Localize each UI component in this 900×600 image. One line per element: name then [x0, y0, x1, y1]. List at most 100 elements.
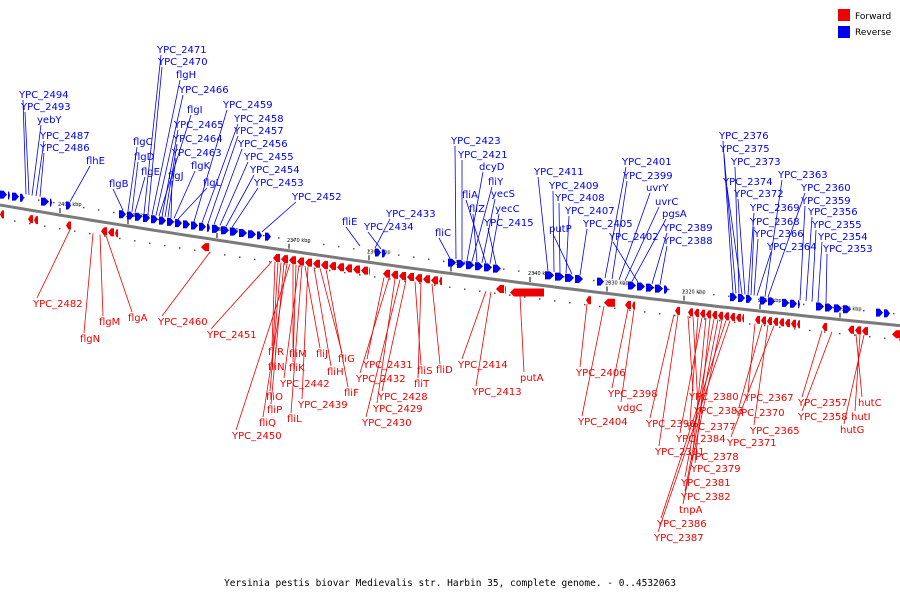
gene-label-flit: fliT: [414, 379, 430, 390]
gene-label-ypc-2401: YPC_2401: [621, 157, 672, 168]
gene-label-ypc-2377: YPC_2377: [685, 422, 736, 433]
gene-arrow: [773, 317, 778, 326]
gene-label-ypc-2464: YPC_2464: [172, 134, 223, 145]
gene-arrow: [289, 256, 296, 265]
scale-tick-label: 2320 kbp: [682, 290, 706, 296]
gene-arrow: [41, 197, 49, 206]
gene-arrow: [337, 263, 344, 272]
gene-label-ypc-2367: YPC_2367: [743, 393, 794, 404]
gene-label-flin: fliN: [268, 362, 285, 373]
connector-line: [235, 263, 291, 431]
gene-label-ypc-2413: YPC_2413: [471, 387, 522, 398]
axis-dot: [419, 282, 421, 284]
connector-line: [658, 314, 679, 447]
axis-dot: [59, 227, 61, 230]
axis-dot: [479, 290, 481, 292]
connector-line: [376, 278, 396, 404]
connector-line: [193, 109, 228, 222]
connector-line: [684, 318, 715, 478]
axis-dot: [629, 309, 631, 311]
gene-label-uvry: uvrY: [646, 183, 669, 194]
connector-line: [612, 241, 639, 283]
connector-line: [69, 165, 91, 202]
gene-arrow: [760, 296, 767, 305]
gene-label-ypc-2390: YPC_2390: [645, 419, 696, 430]
connector-line: [618, 192, 651, 281]
axis-dot: [179, 247, 181, 249]
connector-line: [210, 261, 273, 330]
axis-dot: [674, 314, 676, 317]
gene-arrow: [782, 298, 789, 307]
connector-line: [558, 202, 561, 273]
gene-arrow: [151, 215, 158, 224]
connector-line: [604, 166, 627, 279]
gene-label-ypc-2453: YPC_2453: [253, 178, 304, 189]
gene-arrow: [221, 226, 229, 235]
gene-label-ypc-2391: YPC_2391: [654, 447, 705, 458]
gene-label-ypc-2471: YPC_2471: [156, 45, 207, 56]
gene-arrow: [353, 265, 360, 274]
axis-dot: [764, 324, 766, 327]
connector-line: [465, 199, 487, 264]
connector-line: [854, 334, 861, 412]
connector-line: [692, 316, 699, 406]
gene-arrow: [439, 277, 442, 286]
gene-label-ypc-2407: YPC_2407: [564, 206, 615, 217]
gene-label-yeby: yebY: [37, 115, 62, 126]
axis-dot: [728, 295, 730, 298]
gene-label-ypc-2368: YPC_2368: [749, 217, 800, 228]
gene-arrow: [407, 273, 414, 282]
connector-line: [581, 306, 605, 417]
gene-arrow: [382, 249, 386, 258]
connector-line: [155, 94, 184, 216]
gene-arrow: [632, 301, 635, 310]
gene-label-ypc-2415: YPC_2415: [483, 218, 534, 229]
axis-dot: [533, 272, 535, 274]
gene-label-ypc-2414: YPC_2414: [457, 360, 508, 371]
axis-dot: [698, 292, 700, 294]
gene-label-ypc-2379: YPC_2379: [690, 464, 741, 475]
label-connector-lines: [22, 54, 865, 533]
gene-features: [0, 190, 900, 339]
gene-label-flgn: flgN: [80, 334, 100, 345]
gene-label-uvrc: uvrC: [655, 197, 678, 208]
gene-arrow: [505, 285, 506, 294]
gene-arrow: [305, 258, 312, 267]
gene-arrow: [768, 297, 775, 306]
gene-arrow: [369, 267, 370, 276]
gene-arrow: [597, 277, 604, 286]
gene-arrow: [201, 243, 209, 252]
gene-arrow: [119, 210, 126, 219]
connector-line: [726, 186, 743, 295]
connector-line: [624, 206, 660, 281]
axis-dot: [224, 254, 226, 256]
gene-label-ypc-2369: YPC_2369: [749, 203, 800, 214]
connector-line: [657, 320, 731, 533]
connector-line: [689, 317, 699, 422]
legend-reverse-swatch: [838, 26, 850, 38]
gene-arrow: [706, 310, 711, 319]
gene-arrow: [50, 198, 52, 207]
gene-arrow: [785, 319, 790, 328]
gene-label-ypc-2356: YPC_2356: [807, 207, 858, 218]
gene-label-ypc-2482: YPC_2482: [32, 299, 83, 310]
connector-line: [99, 234, 104, 317]
connector-line: [472, 213, 478, 263]
gene-arrow: [822, 322, 827, 331]
connector-line: [270, 263, 285, 405]
gene-label-ypc-2487: YPC_2487: [39, 131, 90, 142]
axis-dot: [518, 270, 520, 272]
axis-dot: [839, 332, 841, 335]
gene-label-flio: fliO: [266, 392, 283, 403]
gene-arrow: [586, 296, 591, 305]
connector-line: [414, 281, 422, 366]
gene-arrow: [329, 262, 336, 271]
axis-dot: [494, 292, 496, 294]
gene-label-ypc-2421: YPC_2421: [457, 150, 508, 161]
connector-line: [345, 226, 361, 247]
gene-label-ypc-2494: YPC_2494: [18, 90, 69, 101]
gene-label-huti: hutI: [851, 412, 871, 423]
gene-label-ypc-2423: YPC_2423: [450, 136, 501, 147]
gene-arrow: [816, 302, 824, 311]
connector-line: [471, 186, 493, 262]
